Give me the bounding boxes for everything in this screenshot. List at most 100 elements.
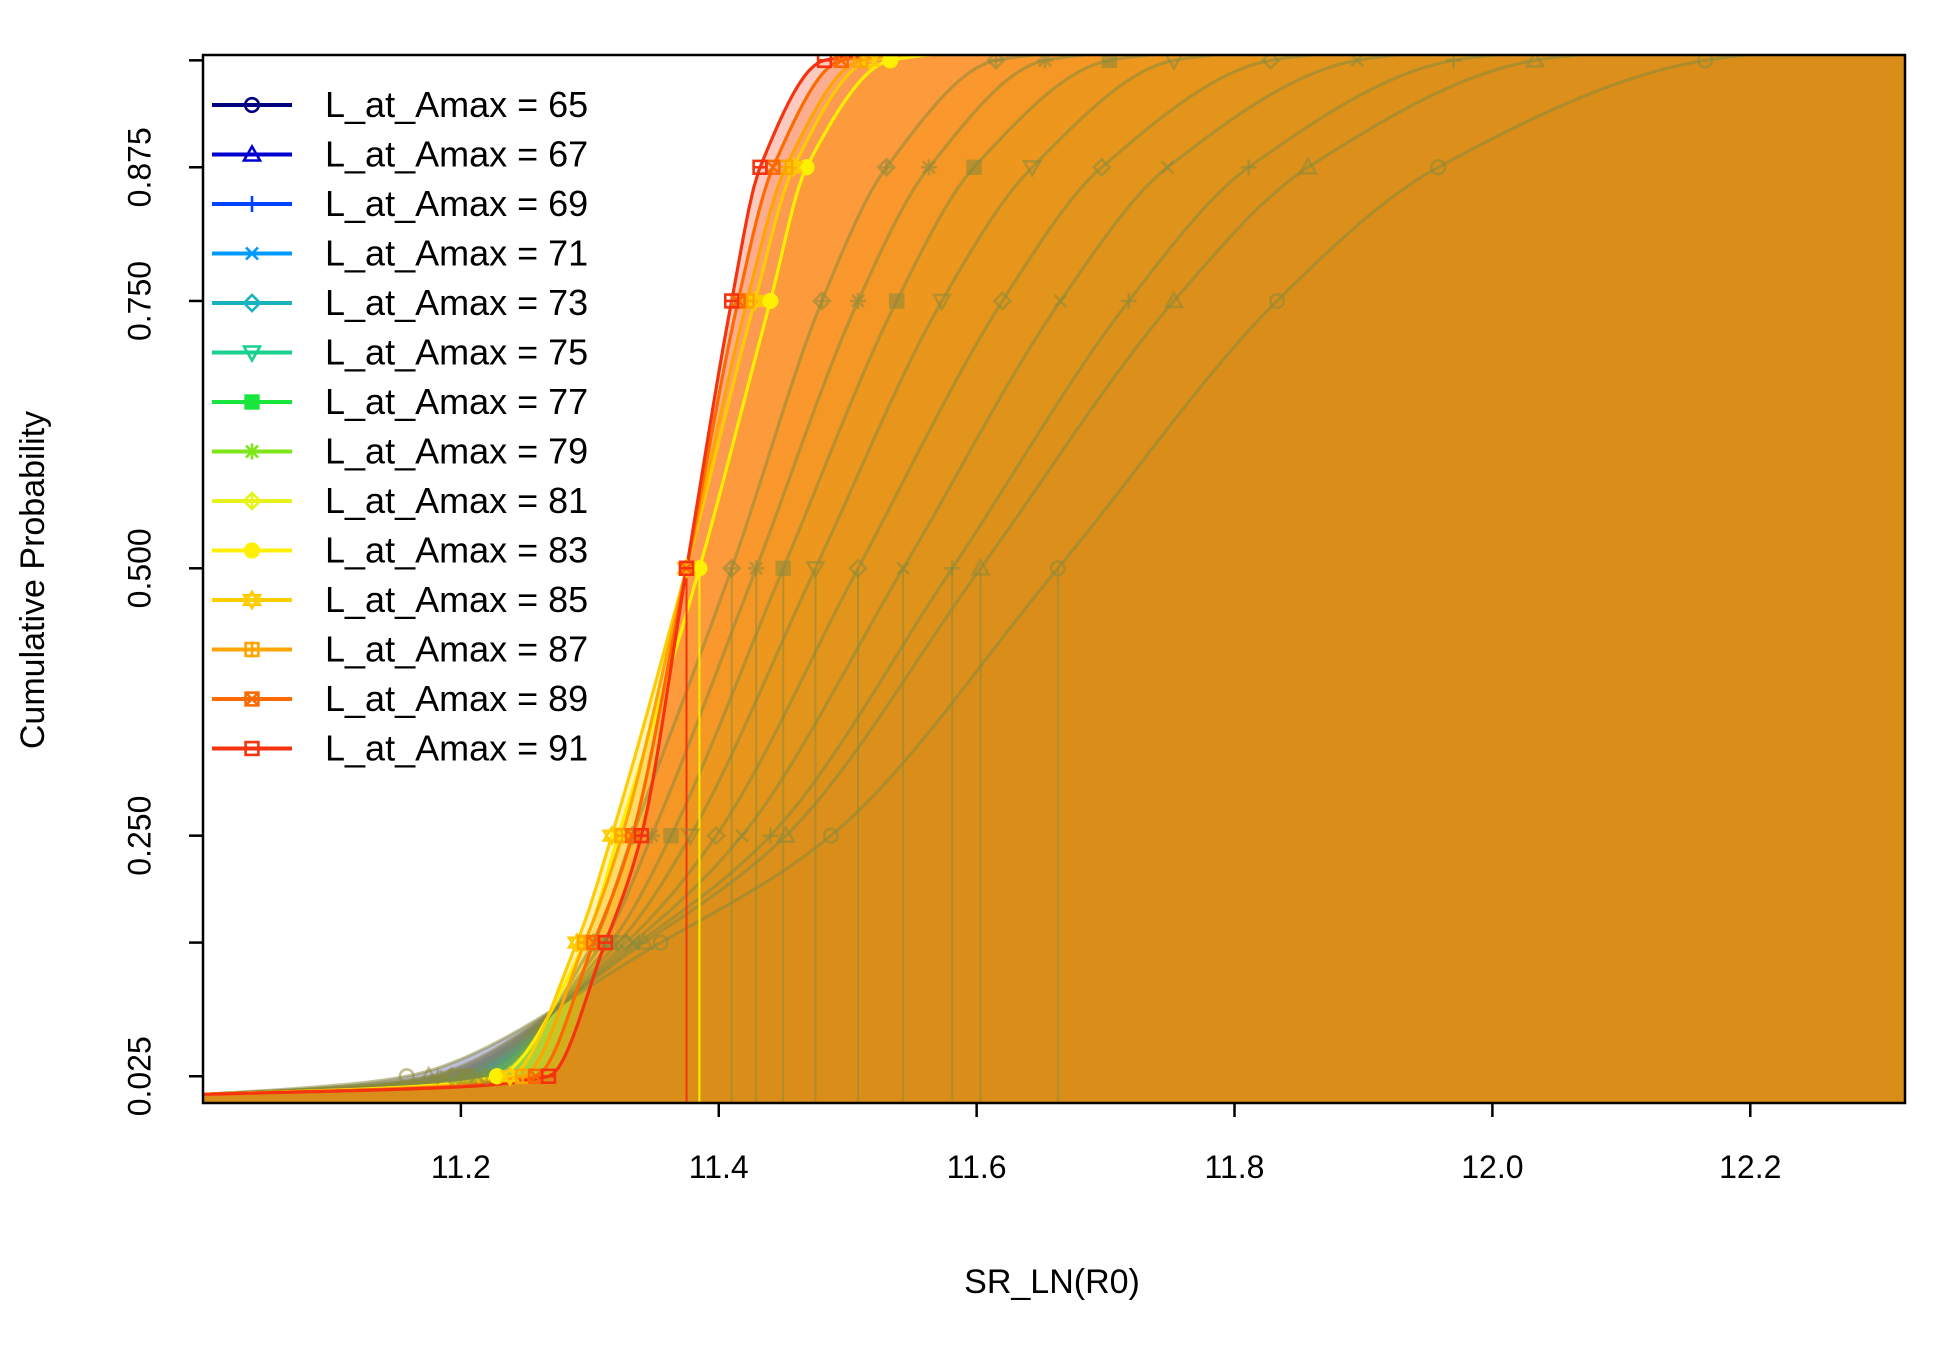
marker-l-at-amax-77-p3 bbox=[775, 560, 791, 577]
cdf-line-l-at-amax-71 bbox=[203, 55, 1415, 1096]
y-tick-label: 0.250 bbox=[121, 796, 157, 876]
marker-l-at-amax-67-p2 bbox=[775, 825, 797, 843]
marker-l-at-amax-65-p0 bbox=[398, 1068, 415, 1085]
legend-label: L_at_Amax = 89 bbox=[325, 678, 588, 719]
marker-l-at-amax-91-p3 bbox=[678, 560, 695, 577]
cdf-area-l-at-amax-89 bbox=[203, 55, 1905, 1103]
cdf-line-l-at-amax-69 bbox=[203, 55, 1511, 1096]
marker-l-at-amax-65-p2 bbox=[822, 827, 840, 844]
cdf-area-l-at-amax-71 bbox=[203, 55, 1905, 1103]
legend-item-l-at-amax-83: L_at_Amax = 83 bbox=[212, 530, 588, 571]
y-axis-title: Cumulative Probability bbox=[14, 411, 52, 749]
y-tick-label: 0.025 bbox=[121, 1036, 157, 1116]
marker-l-at-amax-67-p5 bbox=[1297, 156, 1319, 175]
legend-label: L_at_Amax = 87 bbox=[325, 629, 588, 670]
marker-l-at-amax-71-p5 bbox=[1160, 160, 1175, 175]
legend-item-l-at-amax-77: L_at_Amax = 77 bbox=[212, 381, 588, 422]
marker-l-at-amax-87-p2 bbox=[614, 827, 631, 844]
marker-l-at-amax-87-p1 bbox=[576, 934, 593, 951]
legend-item-l-at-amax-91: L_at_Amax = 91 bbox=[212, 728, 588, 769]
plot-frame bbox=[201, 53, 1907, 1105]
legend-marker bbox=[244, 691, 260, 707]
marker-l-at-amax-67-p6 bbox=[1524, 55, 1546, 68]
legend-marker bbox=[244, 740, 260, 757]
marker-l-at-amax-73-p6 bbox=[1260, 55, 1281, 71]
legend-marker bbox=[245, 246, 259, 261]
marker-l-at-amax-79-p6 bbox=[1036, 55, 1053, 69]
legend-label: L_at_Amax = 73 bbox=[325, 282, 588, 323]
marker-l-at-amax-79-p3 bbox=[748, 560, 765, 577]
marker-l-at-amax-81-p4 bbox=[812, 291, 832, 311]
cdf-line-l-at-amax-67 bbox=[203, 55, 1593, 1096]
cdf-area-l-at-amax-73 bbox=[203, 55, 1905, 1103]
legend-marker bbox=[241, 143, 263, 162]
x-axis: 11.2 11.4 11.6 11.8 12.0 12.2 bbox=[431, 1103, 1781, 1185]
marker-l-at-amax-85-p0 bbox=[499, 1065, 521, 1087]
legend: L_at_Amax = 65 L_at_Amax = 67 L_at_Amax = … bbox=[212, 84, 588, 769]
legend-marker bbox=[241, 345, 263, 364]
marker-l-at-amax-75-p6 bbox=[1164, 55, 1184, 71]
marker-l-at-amax-81-p3 bbox=[721, 558, 742, 579]
x-axis-title: SR_LN(R0) bbox=[964, 1263, 1140, 1301]
x-tick-label: 11.4 bbox=[689, 1149, 749, 1185]
marker-l-at-amax-85-p5 bbox=[783, 156, 804, 178]
marker-l-at-amax-89-p0 bbox=[527, 1068, 544, 1084]
marker-l-at-amax-75-p3 bbox=[805, 561, 826, 579]
marker-l-at-amax-91-p2 bbox=[633, 827, 650, 844]
legend-label: L_at_Amax = 81 bbox=[325, 480, 588, 521]
legend-marker bbox=[242, 293, 262, 313]
marker-l-at-amax-65-p6 bbox=[1697, 55, 1714, 69]
y-tick-label: 0.875 bbox=[121, 127, 157, 207]
y-tick-label: 0.750 bbox=[121, 261, 157, 341]
marker-l-at-amax-71-p2 bbox=[735, 828, 749, 843]
cdf-area-l-at-amax-77 bbox=[203, 55, 1905, 1103]
marker-l-at-amax-73-p4 bbox=[992, 291, 1013, 311]
legend-label: L_at_Amax = 79 bbox=[325, 431, 588, 472]
legend-item-l-at-amax-69: L_at_Amax = 69 bbox=[212, 183, 588, 224]
marker-l-at-amax-89-p6 bbox=[833, 55, 849, 69]
legend-label: L_at_Amax = 77 bbox=[325, 381, 588, 422]
cdf-area-l-at-amax-91 bbox=[203, 55, 1905, 1103]
legend-label: L_at_Amax = 65 bbox=[325, 84, 588, 125]
legend-label: L_at_Amax = 83 bbox=[325, 530, 588, 571]
legend-item-l-at-amax-85: L_at_Amax = 85 bbox=[212, 579, 588, 620]
marker-l-at-amax-81-p5 bbox=[876, 157, 897, 178]
legend-marker bbox=[242, 491, 262, 511]
marker-l-at-amax-69-p3 bbox=[944, 560, 961, 577]
cdf-area-l-at-amax-81 bbox=[203, 55, 1905, 1103]
marker-l-at-amax-75-p5 bbox=[1021, 159, 1043, 178]
y-tick-label: 0.500 bbox=[121, 528, 157, 608]
legend-marker bbox=[241, 589, 263, 611]
legend-item-l-at-amax-79: L_at_Amax = 79 bbox=[212, 431, 588, 472]
marker-l-at-amax-73-p0 bbox=[442, 1066, 462, 1087]
legend-marker bbox=[244, 394, 260, 410]
cdf-line-l-at-amax-75 bbox=[203, 55, 1231, 1096]
marker-l-at-amax-71-p3 bbox=[896, 561, 911, 576]
marker-l-at-amax-67-p3 bbox=[970, 557, 991, 576]
marker-l-at-amax-77-p6 bbox=[1101, 55, 1118, 69]
marker-l-at-amax-75-p4 bbox=[931, 293, 953, 312]
legend-marker bbox=[244, 641, 260, 658]
marker-l-at-amax-83-p3 bbox=[691, 560, 708, 577]
marker-l-at-amax-83-p0 bbox=[488, 1068, 506, 1085]
cdf-area-l-at-amax-75 bbox=[203, 55, 1905, 1103]
cdf-area-l-at-amax-65 bbox=[203, 55, 1905, 1103]
cdf-line-l-at-amax-73 bbox=[203, 55, 1327, 1096]
marker-l-at-amax-91-p1 bbox=[597, 934, 613, 951]
legend-label: L_at_Amax = 85 bbox=[325, 579, 588, 620]
marker-l-at-amax-69-p5 bbox=[1240, 159, 1257, 176]
x-tick-label: 11.8 bbox=[1205, 1149, 1265, 1185]
x-tick-label: 12.0 bbox=[1461, 1149, 1523, 1185]
legend-marker bbox=[244, 443, 260, 460]
marker-l-at-amax-69-p2 bbox=[762, 827, 779, 844]
legend-item-l-at-amax-81: L_at_Amax = 81 bbox=[212, 480, 588, 521]
marker-l-at-amax-67-p4 bbox=[1163, 290, 1185, 309]
marker-l-at-amax-65-p3 bbox=[1049, 560, 1066, 577]
marker-l-at-amax-77-p5 bbox=[966, 159, 982, 175]
legend-item-l-at-amax-73: L_at_Amax = 73 bbox=[212, 282, 588, 323]
x-tick-label: 12.2 bbox=[1719, 1149, 1781, 1185]
legend-marker bbox=[244, 196, 260, 212]
y-axis: 0.025 0.250 0.500 0.750 0.875 bbox=[121, 59, 203, 1116]
marker-l-at-amax-65-p1 bbox=[652, 934, 669, 951]
